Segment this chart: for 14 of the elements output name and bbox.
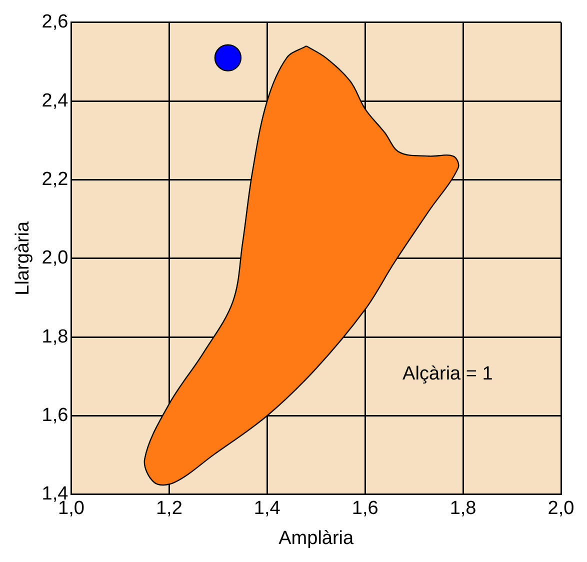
annotation: Alçària = 1 [402, 363, 493, 384]
x-tick-label: 2,0 [548, 498, 574, 520]
y-tick-label: 1,8 [42, 326, 68, 348]
x-tick-label: 1,4 [254, 498, 281, 520]
y-axis-title: Llargària [12, 221, 34, 296]
y-tick-label: 2,2 [42, 168, 68, 190]
x-tick-label: 1,8 [450, 498, 476, 520]
y-tick-label: 2,6 [42, 12, 68, 33]
x-tick-label: 1,6 [352, 498, 378, 520]
x-tick-label: 1,2 [156, 498, 182, 520]
y-tick-label: 2,0 [42, 248, 68, 269]
x-axis-title: Amplària [278, 528, 354, 549]
y-tick-label: 1,6 [42, 404, 68, 426]
y-tick-label: 2,4 [42, 90, 69, 112]
